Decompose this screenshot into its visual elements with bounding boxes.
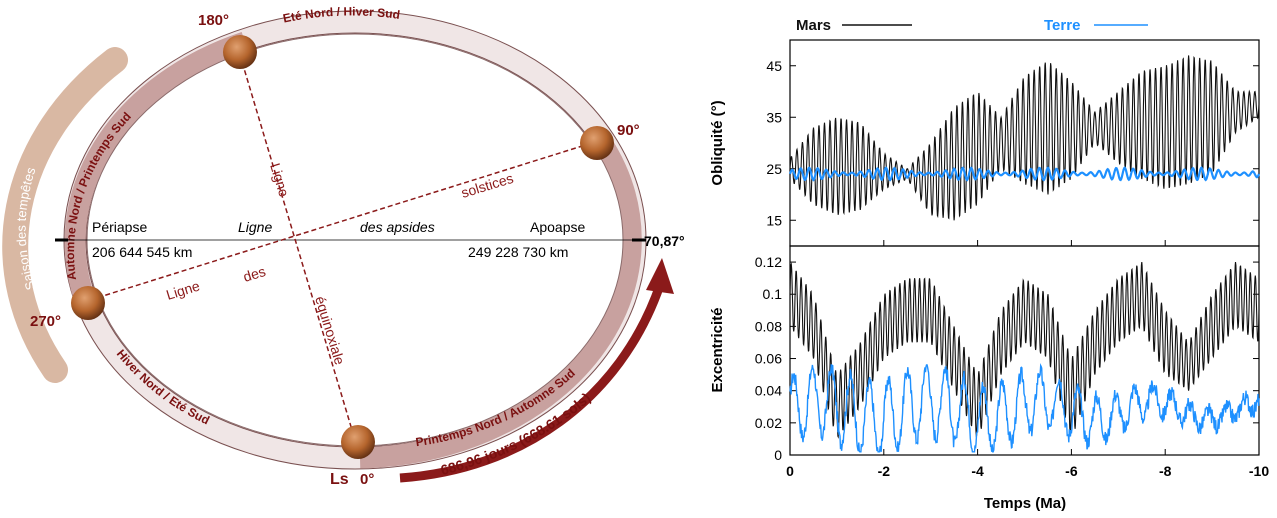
time-xtick-label: -10 xyxy=(1249,463,1269,479)
apoapse-label: Apoapse xyxy=(530,219,585,235)
time-axis-label: Temps (Ma) xyxy=(984,495,1066,512)
periapse-label: Périapse xyxy=(92,219,147,235)
equinox-line xyxy=(239,54,356,441)
eccentricity-ytick-label: 0 xyxy=(774,447,782,463)
eccentricity-axis-label: Excentricité xyxy=(709,307,726,392)
ls-zero: 0° xyxy=(360,471,374,488)
mars-planet-0 xyxy=(341,425,375,459)
storm-season-band xyxy=(2,47,128,383)
eccentricity-ytick-label: 0.12 xyxy=(755,254,782,270)
degree-70: 70,87° xyxy=(644,233,685,249)
periapse-distance: 206 644 545 km xyxy=(92,244,192,260)
apsides-label-1: Ligne xyxy=(238,219,272,235)
period-arrow-head xyxy=(646,258,674,294)
mars-planet-180 xyxy=(223,35,257,69)
legend-terre-label: Terre xyxy=(1044,17,1080,34)
mars-planet-90 xyxy=(580,126,614,160)
earth-obliquity-line xyxy=(788,166,1261,182)
degree-270: 270° xyxy=(30,313,61,330)
orbit-ring-shaded-right xyxy=(359,134,642,469)
time-xtick-label: -8 xyxy=(1159,463,1172,479)
apsides-label-2: des apsides xyxy=(360,219,435,235)
time-xtick-label: 0 xyxy=(786,463,794,479)
eccentricity-ytick-label: 0.06 xyxy=(755,351,782,367)
apoapse-distance: 249 228 730 km xyxy=(468,244,568,260)
equinox-label-2: des xyxy=(241,263,267,285)
ls-label: Ls xyxy=(330,471,349,488)
time-xtick-label: -4 xyxy=(971,463,984,479)
orbit-ring-shaded-left xyxy=(64,32,249,304)
mars-orbit-diagram: Saison des tempêtes Eté Nord / Hiver Sud… xyxy=(2,4,685,488)
eccentricity-plot-frame xyxy=(789,245,1260,456)
eccentricity-ytick-label: 0.08 xyxy=(755,318,782,334)
earth-eccentricity-line xyxy=(789,362,1260,453)
solstice-line xyxy=(89,141,596,301)
eccentricity-ytick-label: 0.1 xyxy=(763,286,783,302)
mars-planet-270 xyxy=(71,286,105,320)
time-xtick-label: -2 xyxy=(878,463,891,479)
legend-mars-label: Mars xyxy=(796,17,831,34)
degree-180: 180° xyxy=(198,12,229,29)
obliquity-ytick-label: 15 xyxy=(766,212,782,228)
obliquity-ytick-label: 25 xyxy=(766,161,782,177)
obliquity-ytick-label: 45 xyxy=(766,58,782,74)
obliquity-eccentricity-charts: Mars Terre Obliquité (°) Excentricité Te… xyxy=(709,17,1269,512)
obliquity-ytick-label: 35 xyxy=(766,109,782,125)
eccentricity-ytick-label: 0.02 xyxy=(755,415,782,431)
time-xtick-label: -6 xyxy=(1065,463,1078,479)
degree-90: 90° xyxy=(617,122,640,139)
mars-obliquity-line xyxy=(789,55,1260,221)
obliquity-axis-label: Obliquité (°) xyxy=(709,100,726,185)
eccentricity-ytick-label: 0.04 xyxy=(755,383,782,399)
period-arrow xyxy=(399,283,665,483)
